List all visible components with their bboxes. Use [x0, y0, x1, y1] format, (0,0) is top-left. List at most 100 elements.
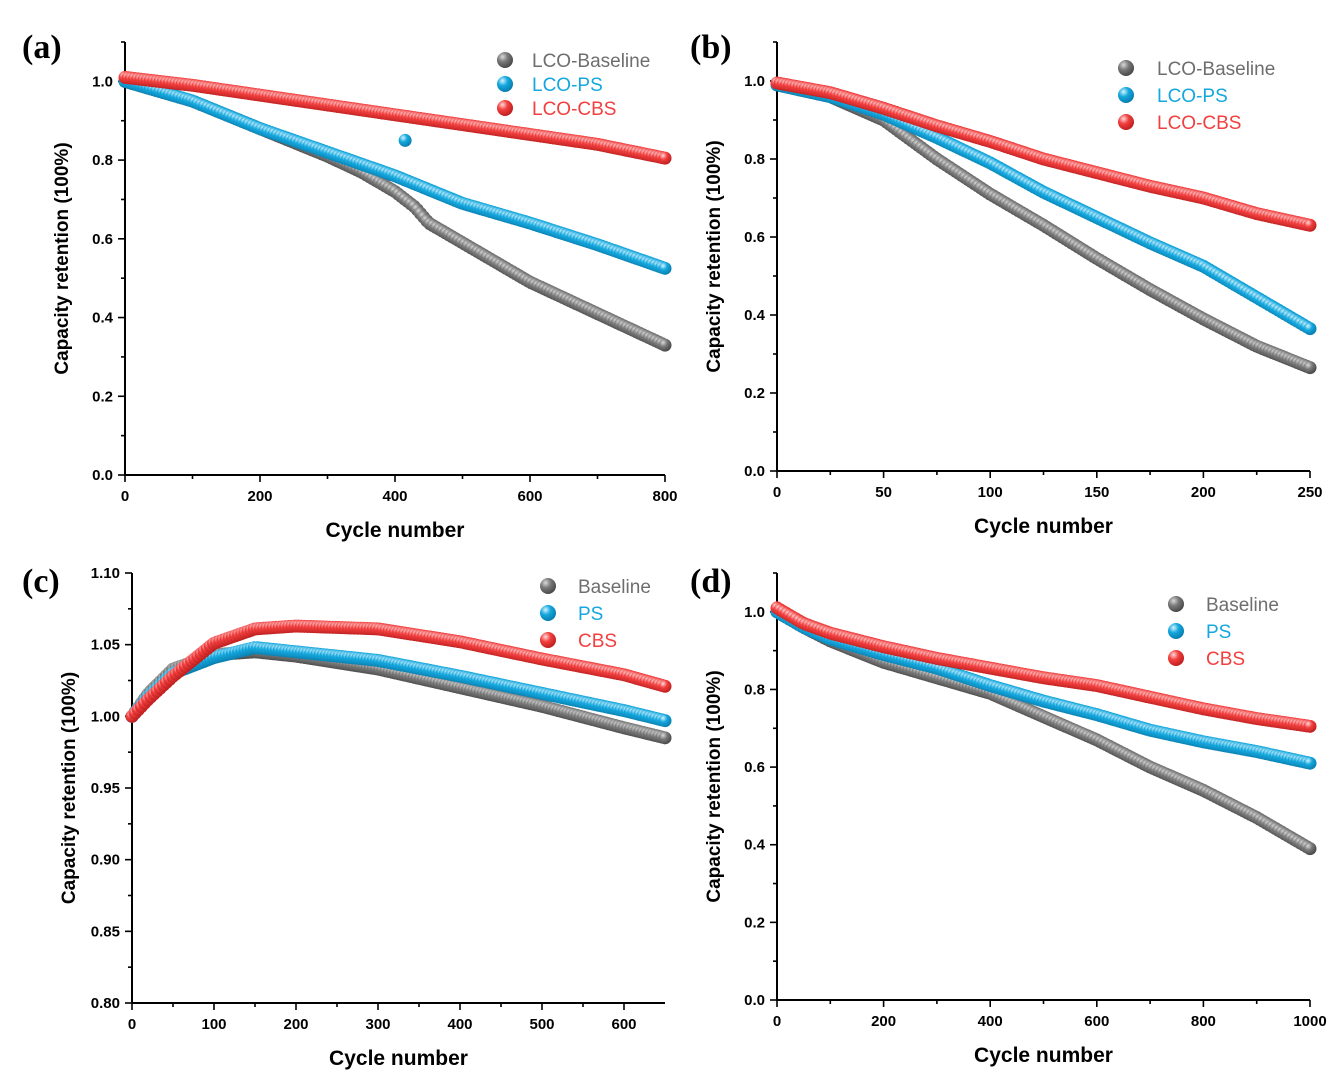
y-tick-label: 0.85	[91, 923, 120, 940]
x-tick-label: 0	[773, 1013, 781, 1030]
legend-label: CBS	[578, 631, 617, 652]
x-axis-title: Cycle number	[974, 515, 1113, 538]
legend-label: Baseline	[1206, 595, 1279, 616]
y-tick-label: 0.2	[92, 388, 113, 405]
legend-label: LCO-CBS	[1157, 113, 1241, 134]
legend: Baseline PS CBS	[1168, 595, 1279, 670]
x-tick-label: 500	[529, 1016, 554, 1033]
x-tick-label: 0	[773, 484, 781, 501]
panel-label: (d)	[690, 563, 732, 600]
y-tick-label: 0.0	[92, 467, 113, 484]
data-point	[1303, 756, 1317, 770]
y-tick-label: 0.4	[744, 307, 766, 324]
x-tick-label: 600	[1084, 1013, 1109, 1030]
y-tick-label: 0.2	[744, 914, 765, 931]
y-tick-label: 0.8	[744, 151, 765, 168]
series-lco-cbs	[118, 70, 672, 165]
legend-marker	[1118, 114, 1134, 130]
data-point-outlier	[398, 133, 412, 147]
chart-panel-2: (b) 0 50 100 150 200 250 0.0 0.2 0.4 0.6 0.8 1.0 Cycl…	[690, 29, 1323, 538]
data-point	[658, 731, 672, 745]
legend-label: Baseline	[578, 577, 651, 598]
y-tick-label: 1.00	[91, 708, 120, 725]
x-tick-label: 50	[875, 484, 892, 501]
x-tick-label: 0	[121, 488, 129, 505]
x-axis-title: Cycle number	[326, 519, 465, 542]
x-tick-label: 200	[1191, 484, 1216, 501]
legend-label: LCO-PS	[532, 75, 603, 96]
legend-marker	[1118, 87, 1134, 103]
y-tick-label: 0.6	[92, 231, 113, 248]
x-tick-label: 100	[201, 1016, 226, 1033]
y-tick-label: 0.4	[92, 310, 114, 327]
data-point	[658, 338, 672, 352]
y-tick-label: 0.6	[744, 759, 765, 776]
series-cbs	[125, 619, 672, 723]
legend-label: LCO-Baseline	[532, 51, 650, 72]
y-tick-label: 0.0	[744, 992, 765, 1009]
y-tick-label: 0.4	[744, 837, 766, 854]
legend-label: LCO-Baseline	[1157, 59, 1275, 80]
legend-marker	[540, 632, 556, 648]
x-tick-label: 250	[1297, 484, 1322, 501]
y-tick-label: 0.8	[92, 152, 113, 169]
legend-marker	[1168, 650, 1184, 666]
x-tick-label: 150	[1084, 484, 1109, 501]
x-tick-label: 200	[283, 1016, 308, 1033]
legend-label: PS	[1206, 622, 1231, 643]
chart-panel-1: (a) 0 200 400 600 800 0.0 0.2 0.4 0.6 0.8 1.0 Cycle …	[22, 29, 678, 542]
data-point	[658, 261, 672, 275]
series-cbs	[770, 601, 1317, 733]
y-tick-label: 0.2	[744, 385, 765, 402]
y-axis-title: Capacity retention (100%)	[704, 140, 725, 372]
x-tick-label: 800	[1191, 1013, 1216, 1030]
y-tick-label: 1.0	[744, 73, 765, 90]
y-tick-label: 0.0	[744, 463, 765, 480]
legend-marker	[497, 52, 513, 68]
data-point	[1303, 322, 1317, 336]
legend: LCO-Baseline LCO-PS LCO-CBS	[1118, 59, 1275, 134]
x-tick-label: 600	[611, 1016, 636, 1033]
legend-marker	[1168, 596, 1184, 612]
y-tick-label: 0.6	[744, 229, 765, 246]
legend-marker	[540, 605, 556, 621]
legend-marker	[497, 76, 513, 92]
x-tick-label: 400	[978, 1013, 1003, 1030]
data-point	[658, 679, 672, 693]
panel-label: (b)	[690, 29, 732, 66]
x-tick-label: 200	[247, 488, 272, 505]
data-point	[1303, 842, 1317, 856]
legend: LCO-Baseline LCO-PS LCO-CBS	[497, 51, 650, 120]
y-tick-label: 0.95	[91, 780, 120, 797]
legend-label: LCO-CBS	[532, 99, 616, 120]
y-axis-title: Capacity retention (100%)	[59, 672, 80, 904]
series-ps	[770, 605, 1317, 770]
x-tick-label: 800	[652, 488, 677, 505]
y-tick-label: 1.05	[91, 637, 120, 654]
legend-label: LCO-PS	[1157, 86, 1228, 107]
x-tick-label: 400	[447, 1016, 472, 1033]
x-tick-label: 1000	[1293, 1013, 1326, 1030]
y-tick-label: 1.0	[744, 604, 765, 621]
y-tick-label: 0.80	[91, 995, 120, 1012]
legend-marker	[540, 578, 556, 594]
x-axis-title: Cycle number	[974, 1044, 1113, 1067]
x-tick-label: 200	[871, 1013, 896, 1030]
legend-label: PS	[578, 604, 603, 625]
x-tick-label: 400	[382, 488, 407, 505]
x-tick-label: 600	[517, 488, 542, 505]
data-point	[658, 151, 672, 165]
data-point	[1303, 719, 1317, 733]
y-axis-title: Capacity retention (100%)	[52, 142, 73, 374]
data-point	[658, 714, 672, 728]
series-lco-cbs	[770, 76, 1317, 232]
x-axis-title: Cycle number	[329, 1047, 468, 1070]
legend: Baseline PS CBS	[540, 577, 651, 652]
legend-label: CBS	[1206, 649, 1245, 670]
y-tick-label: 0.90	[91, 852, 120, 869]
legend-marker	[1118, 60, 1134, 76]
chart-panel-3: (c) 0 100 200 300 400 500 600 0.80 0.85 0.90 0.95 1.…	[22, 563, 672, 1070]
x-tick-label: 0	[128, 1016, 136, 1033]
legend-marker	[1168, 623, 1184, 639]
